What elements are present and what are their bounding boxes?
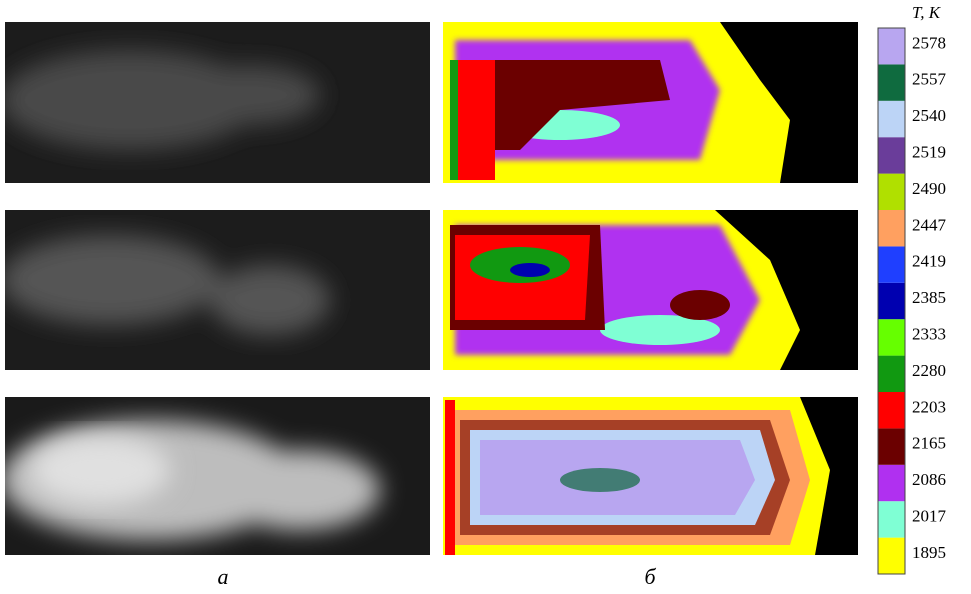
colorbar-segment: [878, 392, 905, 429]
panel-label: а: [218, 564, 229, 589]
colorbar-segment: [878, 137, 905, 174]
colorbar-tick-label: 2447: [912, 215, 947, 234]
colorbar-tick-label: 2017: [912, 507, 947, 526]
colorbar-tick-label: 2540: [912, 106, 946, 125]
colorbar-frame: [877, 27, 906, 575]
colorbar: 1895 2017 2086 2165 2203 2280 2333 2385 2419 2447…: [877, 27, 947, 575]
colorbar-segment: [878, 537, 905, 574]
temperature-map: [443, 397, 858, 555]
gray-frame: [5, 210, 430, 370]
colorbar-segment: [878, 64, 905, 101]
colorbar-segment: [878, 246, 905, 283]
colorbar-tick-label: 2519: [912, 143, 946, 162]
colorbar-segment: [878, 173, 905, 210]
temperature-map: [443, 22, 858, 183]
colorbar-tick-label: 2280: [912, 361, 946, 380]
colorbar-tick-label: 2578: [912, 33, 946, 52]
colorbar-segment: [878, 501, 905, 538]
colorbar-segment: [878, 319, 905, 356]
gray-frame: [5, 397, 430, 555]
colorbar-tick-label: 2165: [912, 434, 946, 453]
colorbar-tick-label: 2490: [912, 179, 946, 198]
colorbar-tick-label: 2086: [912, 470, 946, 489]
colorbar-tick-label: 1895: [912, 543, 946, 562]
colorbar-segment: [878, 100, 905, 138]
colorbar-tick-label: 2557: [912, 70, 947, 89]
colorbar-segment: [878, 355, 905, 392]
colorbar-segment: [878, 282, 905, 320]
colorbar-tick-label: 2203: [912, 397, 946, 416]
colorbar-segment: [878, 428, 905, 465]
colorbar-label: T, K: [912, 3, 942, 22]
colorbar-segment: [878, 28, 905, 65]
colorbar-segment: [878, 210, 905, 247]
temperature-map: [443, 210, 858, 370]
colorbar-tick-label: 2333: [912, 325, 946, 344]
colorbar-segment: [878, 464, 905, 502]
panel-label: б: [644, 564, 656, 589]
colorbar-tick-label: 2419: [912, 252, 946, 271]
colorbar-tick-label: 2385: [912, 288, 946, 307]
gray-frame: [5, 22, 430, 183]
